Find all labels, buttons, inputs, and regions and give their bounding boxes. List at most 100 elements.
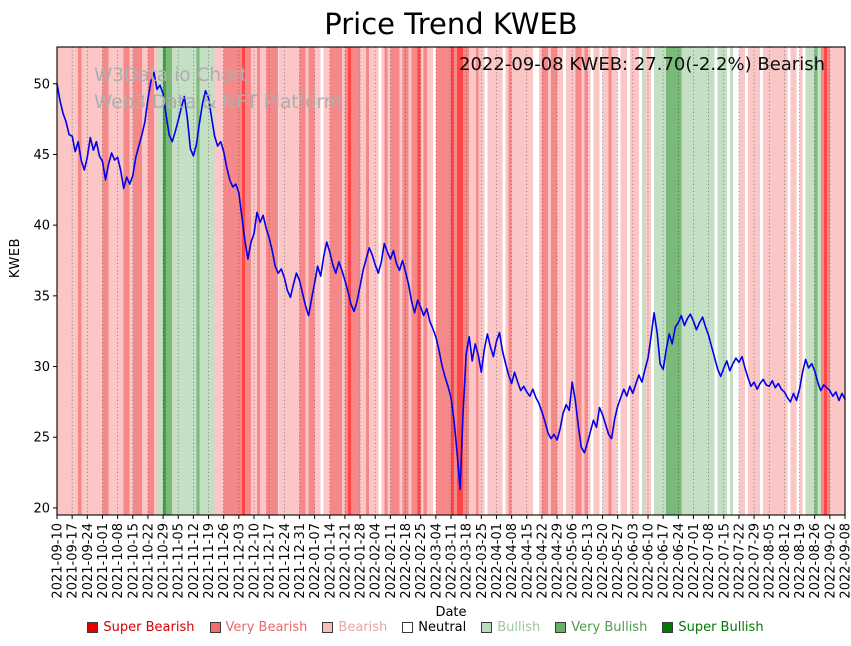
sentiment-band-neutral xyxy=(802,47,806,515)
sentiment-band-bearish xyxy=(505,47,509,515)
x-tick-label: 2022-07-08 xyxy=(702,523,717,599)
sentiment-band-very_bullish xyxy=(166,47,173,515)
legend-label: Bearish xyxy=(338,620,388,635)
legend-item-bullish: Bullish xyxy=(481,620,540,635)
x-tick-label: 2021-12-10 xyxy=(248,523,263,599)
x-tick-label: 2021-11-12 xyxy=(187,523,202,599)
sentiment-band-neutral xyxy=(726,47,730,515)
sentiment-band-very_bearish xyxy=(475,47,479,515)
x-tick-label: 2022-06-24 xyxy=(672,523,687,599)
sentiment-band-neutral xyxy=(651,47,655,515)
legend-item-bearish: Bearish xyxy=(322,620,387,635)
sentiment-band-very_bearish xyxy=(435,47,451,515)
x-tick-label: 2022-01-28 xyxy=(354,523,369,599)
y-tick-label: 45 xyxy=(33,148,50,163)
sentiment-band-bearish xyxy=(829,47,845,515)
sentiment-band-bearish xyxy=(557,47,564,515)
x-tick-label: 2021-10-15 xyxy=(126,523,141,599)
sentiment-band-neutral xyxy=(626,47,630,515)
sentiment-band-neutral xyxy=(714,47,718,515)
legend-swatch-icon xyxy=(662,622,674,633)
sentiment-band-neutral xyxy=(599,47,603,515)
chart-title: Price Trend KWEB xyxy=(324,7,578,41)
sentiment-band-neutral xyxy=(732,47,739,515)
sentiment-band-bearish xyxy=(408,47,412,515)
y-tick-label: 50 xyxy=(33,77,50,92)
x-tick-label: 2022-04-29 xyxy=(551,523,566,599)
legend-label: Very Bullish xyxy=(571,620,648,635)
x-tick-label: 2021-09-24 xyxy=(81,523,96,599)
legend-item-super-bearish: Super Bearish xyxy=(87,620,195,635)
sentiment-band-bullish xyxy=(717,47,727,515)
x-tick-label: 2022-04-01 xyxy=(490,523,505,599)
sentiment-band-bullish xyxy=(641,47,645,515)
sentiment-band-very_bearish xyxy=(423,47,427,515)
x-tick-label: 2022-07-29 xyxy=(748,523,763,599)
x-tick-label: 2021-09-17 xyxy=(66,523,81,599)
x-tick-label: 2021-11-26 xyxy=(217,523,232,599)
sentiment-band-very_bearish xyxy=(350,47,361,515)
x-tick-label: 2022-06-03 xyxy=(626,523,641,599)
x-tick-label: 2022-04-22 xyxy=(535,523,550,599)
x-tick-label: 2022-01-07 xyxy=(308,523,323,599)
legend-item-super-bullish: Super Bullish xyxy=(662,620,764,635)
sentiment-band-neutral xyxy=(617,47,621,515)
sentiment-band-bearish xyxy=(399,47,403,515)
x-tick-label: 2021-10-22 xyxy=(141,523,156,599)
x-tick-label: 2022-01-21 xyxy=(338,523,353,599)
x-tick-label: 2021-11-05 xyxy=(172,523,187,599)
y-tick-label: 30 xyxy=(33,360,50,375)
sentiment-band-very_bearish xyxy=(541,47,548,515)
sentiment-band-bullish xyxy=(817,47,821,515)
sentiment-bands xyxy=(57,47,845,515)
sentiment-band-bearish xyxy=(369,47,379,515)
sentiment-band-bearish xyxy=(593,47,600,515)
x-tick-label: 2022-03-04 xyxy=(429,523,444,599)
sentiment-band-neutral xyxy=(563,47,567,515)
sentiment-band-bearish xyxy=(581,47,585,515)
sentiment-band-bearish xyxy=(81,47,103,515)
sentiment-band-neutral xyxy=(787,47,791,515)
x-tick-label: 2022-07-01 xyxy=(687,523,702,599)
legend-item-neutral: Neutral xyxy=(402,620,466,635)
sentiment-band-super_bearish xyxy=(347,47,351,515)
sentiment-band-neutral xyxy=(590,47,594,515)
sentiment-band-bearish xyxy=(214,47,224,515)
sentiment-band-very_bearish xyxy=(820,47,824,515)
legend-item-very-bearish: Very Bearish xyxy=(209,620,307,635)
sentiment-band-very_bearish xyxy=(123,47,130,515)
sentiment-band-very_bullish xyxy=(814,47,818,515)
sentiment-band-very_bearish xyxy=(257,47,261,515)
x-tick-label: 2022-08-12 xyxy=(778,523,793,599)
legend-label: Bullish xyxy=(497,620,541,635)
x-tick-label: 2021-10-29 xyxy=(157,523,172,599)
sentiment-band-neutral xyxy=(760,47,764,515)
sentiment-band-very_bullish xyxy=(666,47,682,515)
sentiment-band-bullish xyxy=(729,47,733,515)
sentiment-band-very_bearish xyxy=(454,47,458,515)
sentiment-band-very_bearish xyxy=(299,47,306,515)
plot-frame xyxy=(56,46,846,516)
sentiment-band-super_bearish xyxy=(823,47,827,515)
sentiment-band-very_bearish xyxy=(575,47,582,515)
sentiment-band-bearish xyxy=(763,47,788,515)
sentiment-band-very_bearish xyxy=(584,47,588,515)
sentiment-band-very_bullish xyxy=(196,47,200,515)
sentiment-band-bearish xyxy=(341,47,345,515)
legend-swatch-icon xyxy=(322,622,334,633)
sentiment-band-neutral xyxy=(432,47,436,515)
x-tick-label: 2022-08-05 xyxy=(763,523,778,599)
x-tick-label: 2021-09-10 xyxy=(51,523,66,599)
sentiment-band-bearish xyxy=(487,47,503,515)
x-tick-label: 2022-09-02 xyxy=(823,523,838,599)
sentiment-band-bearish xyxy=(323,47,330,515)
sentiment-band-very_bearish xyxy=(551,47,558,515)
sentiment-band-bullish xyxy=(172,47,197,515)
x-tick-label: 2022-05-06 xyxy=(566,523,581,599)
sentiment-band-very_bearish xyxy=(366,47,370,515)
y-tick-label: 25 xyxy=(33,431,50,446)
sentiment-band-neutral xyxy=(638,47,642,515)
x-tick-label: 2022-02-04 xyxy=(369,523,384,599)
